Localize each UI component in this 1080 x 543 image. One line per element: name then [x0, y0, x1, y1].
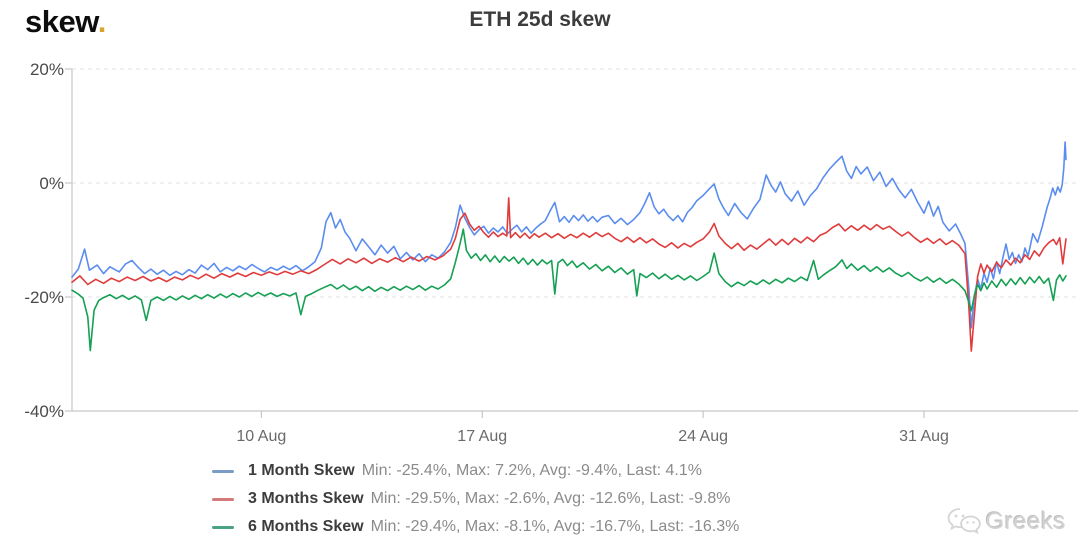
y-axis-tick-label: 20% — [29, 60, 64, 79]
series-line-3-months-skew[interactable] — [71, 197, 1067, 352]
chart-legend: 1 Month Skew Min: -25.4%, Max: 7.2%, Avg… — [212, 457, 739, 541]
legend-series-name: 3 Months Skew — [248, 490, 364, 507]
y-axis-tick-label: -40% — [24, 402, 64, 421]
skew-logo-text: skew — [25, 4, 98, 39]
wechat-icon — [947, 507, 981, 536]
x-axis-tick-label: 10 Aug — [236, 428, 287, 445]
watermark-label: Greeks — [985, 507, 1066, 535]
legend-series-name: 6 Months Skew — [248, 518, 364, 535]
legend-series-stats: Min: -25.4%, Max: 7.2%, Avg: -9.4%, Last… — [361, 462, 702, 479]
legend-series-stats: Min: -29.4%, Max: -8.1%, Avg: -16.7%, La… — [370, 518, 740, 535]
legend-item-6-months-skew[interactable]: 6 Months Skew Min: -29.4%, Max: -8.1%, A… — [212, 513, 739, 541]
y-axis-tick-label: 0% — [39, 174, 64, 193]
chart-title: ETH 25d skew — [469, 8, 611, 31]
x-axis-tick-label: 17 Aug — [457, 428, 508, 445]
legend-dash-icon — [212, 497, 234, 501]
legend-dash-icon — [212, 469, 234, 473]
series-line-1-month-skew[interactable] — [71, 141, 1067, 329]
x-axis-tick-label: 24 Aug — [678, 428, 729, 445]
legend-item-3-months-skew[interactable]: 3 Months Skew Min: -29.5%, Max: -2.6%, A… — [212, 485, 739, 513]
gridlines — [72, 68, 1078, 298]
legend-item-1-month-skew[interactable]: 1 Month Skew Min: -25.4%, Max: 7.2%, Avg… — [212, 457, 739, 485]
skew-logo[interactable]: skew. — [25, 4, 106, 40]
legend-series-name: 1 Month Skew — [248, 462, 355, 479]
x-axis-tick-label: 31 Aug — [899, 428, 949, 445]
greeks-watermark: Greeks — [947, 507, 1066, 536]
y-axis-tick-label: -20% — [24, 288, 64, 307]
legend-dash-icon — [212, 525, 234, 529]
series-line-6-months-skew[interactable] — [71, 228, 1067, 352]
axes — [65, 68, 1078, 418]
legend-series-stats: Min: -29.5%, Max: -2.6%, Avg: -12.6%, La… — [370, 490, 731, 507]
skew-logo-dot: . — [97, 4, 107, 39]
